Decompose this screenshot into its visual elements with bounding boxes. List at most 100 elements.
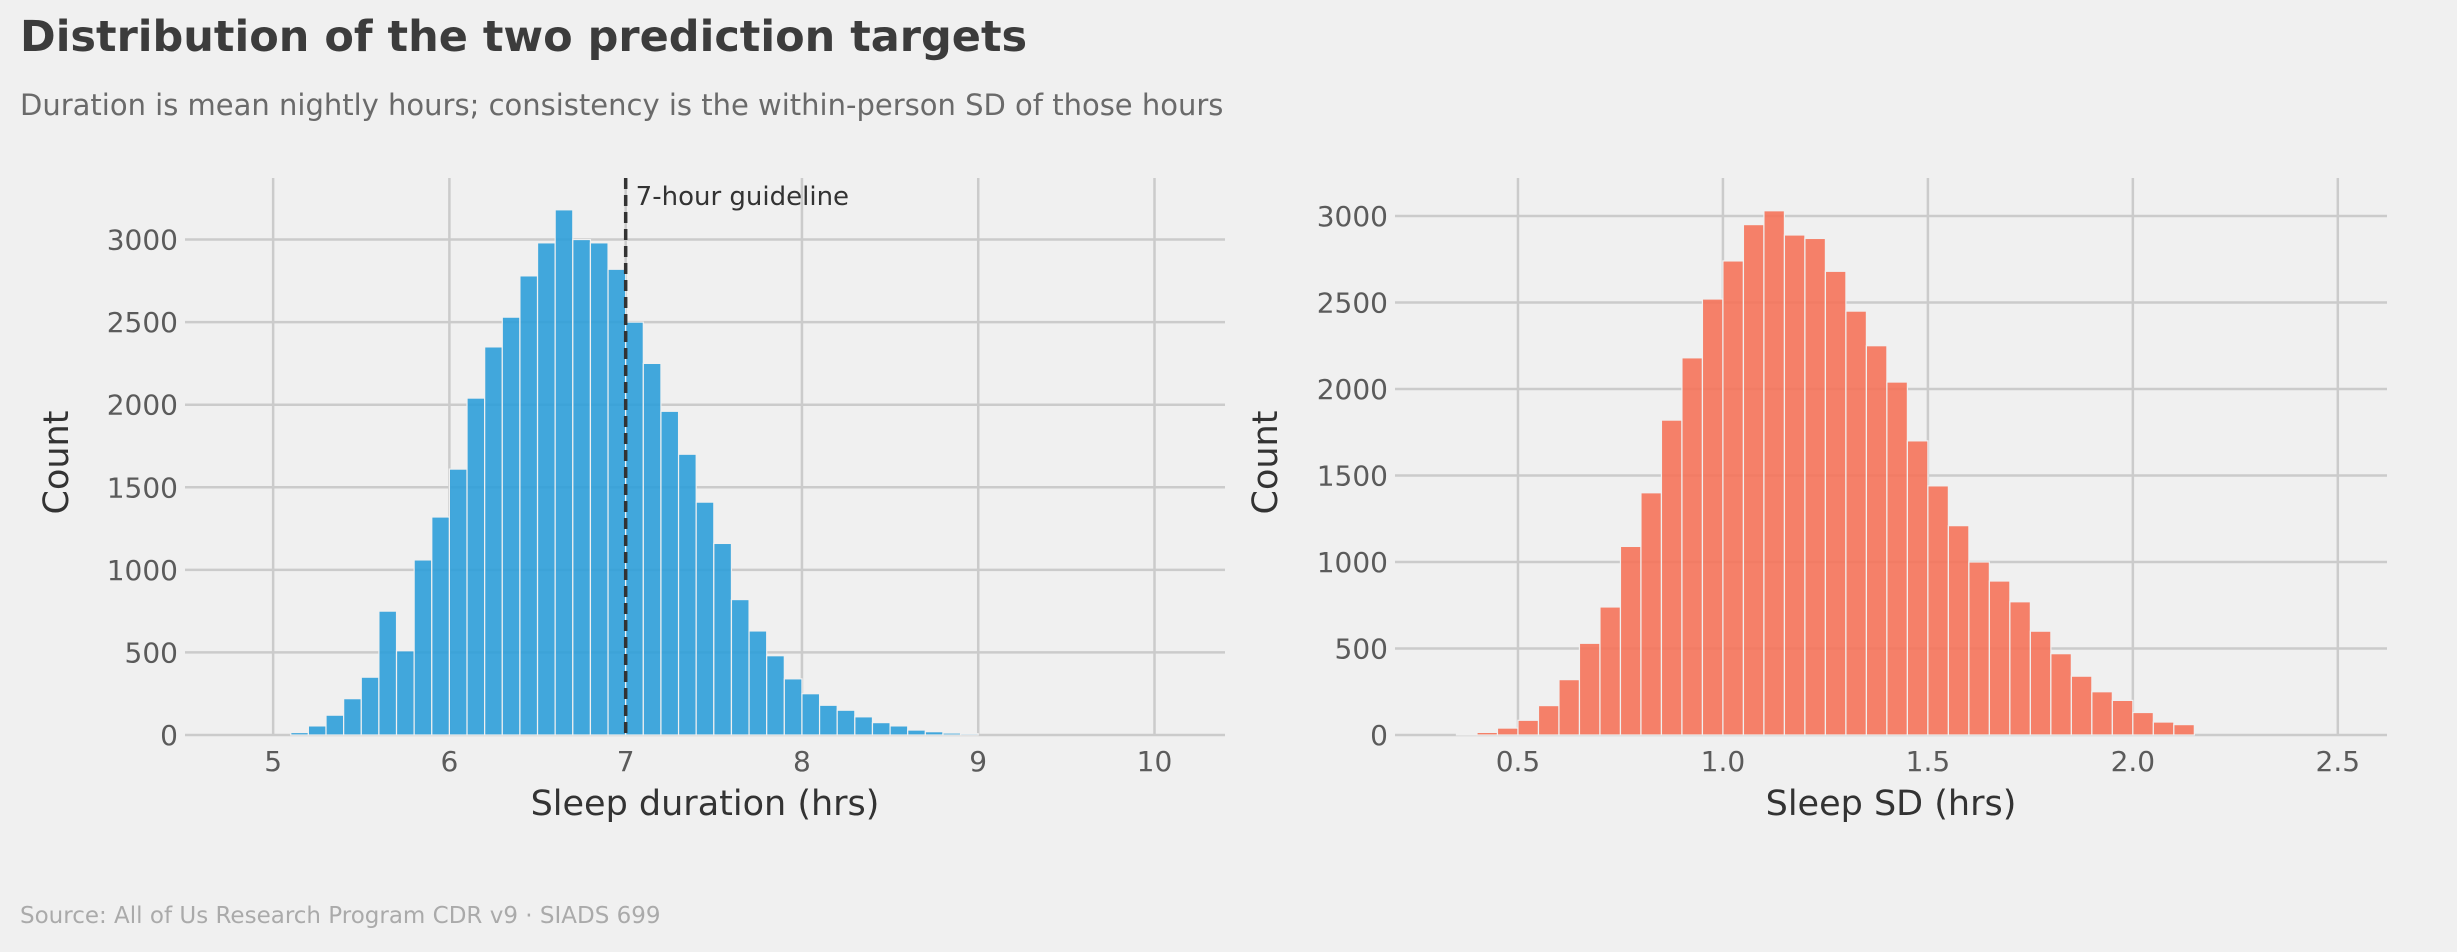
histogram-bar: [1865, 345, 1888, 736]
histogram-bar: [431, 516, 451, 736]
y-tick-label: 1000: [107, 554, 178, 587]
histogram-bar: [924, 731, 944, 736]
histogram-bar: [325, 714, 345, 736]
y-tick-label: 1000: [1317, 546, 1388, 579]
y-axis-label: Count: [37, 411, 77, 515]
x-tick-label: 1.5: [1906, 745, 1951, 778]
y-axis-label: Count: [1246, 411, 1286, 515]
histogram-bar: [1640, 492, 1663, 736]
histogram-bar: [1845, 310, 1868, 736]
histogram-bar: [766, 655, 785, 736]
histogram-bar: [554, 209, 574, 736]
x-tick-label: 5: [264, 745, 282, 778]
histogram-bar: [395, 650, 415, 736]
histogram-bar: [1537, 704, 1560, 736]
x-tick-label: 2.0: [2111, 745, 2156, 778]
chart-subtitle: Duration is mean nightly hours; consiste…: [20, 88, 1224, 122]
histogram-bar: [378, 610, 398, 736]
source-note: Source: All of Us Research Program CDR v…: [20, 903, 661, 929]
x-tick-label: 7: [617, 745, 635, 778]
x-tick-label: 0.5: [1496, 745, 1541, 778]
histogram-bar: [1927, 485, 1949, 736]
x-tick-label: 8: [793, 745, 811, 778]
reference-line-label: 7-hour guideline: [636, 182, 849, 212]
y-tick-label: 1500: [1317, 459, 1388, 492]
histogram-bar: [343, 698, 362, 736]
histogram-bar: [836, 709, 856, 736]
histogram-bar: [730, 598, 750, 736]
histogram-bar: [1763, 210, 1786, 736]
histogram-bar: [2111, 699, 2134, 736]
histogram-bar: [2152, 721, 2175, 736]
histogram-bar: [484, 346, 503, 736]
histogram-bar: [607, 268, 627, 736]
histogram-bar: [660, 410, 680, 736]
histogram-bar: [889, 725, 909, 736]
histogram-bar: [1701, 298, 1724, 736]
y-tick-label: 2500: [1317, 286, 1388, 319]
y-tick-label: 3000: [107, 224, 178, 257]
y-tick-label: 3000: [1317, 200, 1388, 233]
histogram-bar: [625, 321, 644, 736]
histogram-bar: [501, 316, 521, 736]
y-tick-label: 500: [125, 636, 178, 669]
histogram-bar: [1476, 731, 1499, 736]
histogram-bar: [519, 275, 539, 736]
histogram-bar: [783, 678, 803, 736]
histogram-bar: [1886, 381, 1908, 736]
histogram-bar: [1578, 642, 1601, 736]
histogram-bar: [1660, 419, 1683, 736]
histogram-bar: [1619, 545, 1642, 736]
sd-histogram: 0 500 1000 1500 2000 2500 3000 0.5 1.0 1.5 2.0 2.5 S…: [1246, 178, 2387, 824]
histogram-bar: [1906, 440, 1929, 736]
x-tick-label: 6: [440, 745, 458, 778]
y-tick-label: 0: [160, 719, 178, 752]
histogram-bar: [466, 397, 486, 736]
histogram-bar: [1722, 260, 1745, 736]
histogram-bar: [307, 725, 327, 736]
histogram-bar: [748, 630, 768, 736]
histogram-bar: [959, 733, 979, 736]
histogram-bar: [818, 704, 838, 736]
y-tick-label: 500: [1335, 632, 1388, 665]
histogram-bar: [2070, 675, 2093, 736]
histogram-bar: [1742, 224, 1765, 736]
histogram-bar: [1681, 357, 1704, 736]
histogram-bar: [1804, 237, 1827, 736]
y-tick-label: 2500: [107, 306, 178, 339]
x-tick-label: 10: [1137, 745, 1173, 778]
histogram-bar: [2009, 601, 2031, 736]
y-tick-label: 2000: [1317, 373, 1388, 406]
x-tick-label: 1.0: [1701, 745, 1746, 778]
x-axis-label: Sleep duration (hrs): [531, 784, 880, 824]
x-axis-label: Sleep SD (hrs): [1766, 784, 2017, 824]
histogram-bar: [413, 559, 433, 736]
histogram-bar: [1517, 719, 1540, 736]
histogram-bar: [2050, 653, 2072, 736]
histogram-bar: [1455, 733, 1478, 736]
histogram-bar: [448, 468, 468, 736]
y-tick-label: 1500: [107, 471, 178, 504]
histogram-bar: [536, 242, 556, 736]
x-tick-label: 2.5: [2316, 745, 2361, 778]
histogram-bar: [854, 716, 874, 736]
histogram-bar: [589, 242, 609, 736]
histogram-bar: [2029, 630, 2052, 736]
histogram-bar: [1947, 525, 1970, 736]
chart-title: Distribution of the two prediction targe…: [20, 12, 1028, 62]
histogram-bar: [1496, 727, 1519, 736]
histogram-bar: [2173, 724, 2195, 736]
histogram-bar: [1783, 234, 1806, 736]
histogram-bar: [871, 722, 891, 736]
histogram-bar: [801, 693, 821, 736]
histogram-bar: [1558, 679, 1581, 736]
histogram-bar: [1599, 606, 1622, 736]
histogram-bar: [2091, 691, 2113, 736]
histogram-bar: [290, 731, 309, 736]
histogram-bar: [642, 362, 662, 736]
histogram-bar: [2132, 711, 2154, 736]
histogram-bar: [713, 542, 733, 736]
y-tick-label: 2000: [107, 389, 178, 422]
histogram-bar: [695, 501, 715, 736]
